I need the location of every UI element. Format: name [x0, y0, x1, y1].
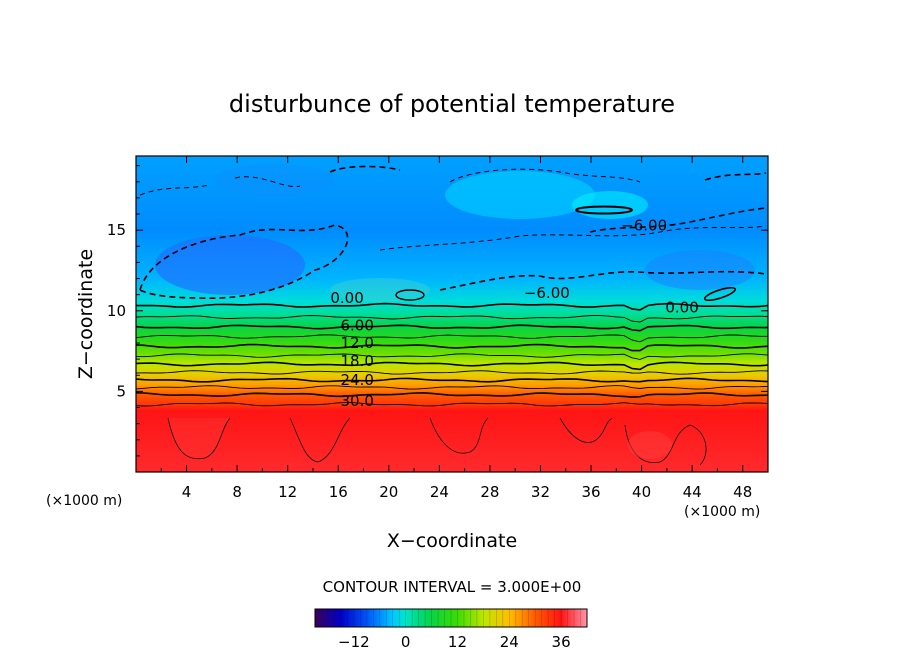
blob-top-left [215, 164, 335, 196]
contour-label: −6.00 [524, 284, 570, 302]
contour-low-5 [624, 424, 707, 466]
contour-closed-top [575, 205, 633, 215]
x-tick-label: 12 [278, 483, 297, 501]
x-tick-label: 40 [632, 483, 651, 501]
colorbar-fill [315, 609, 587, 627]
chart-title: disturbunce of potential temperature [229, 90, 675, 118]
contour-line [136, 343, 768, 352]
colorbar-ticks: −12 0 12 24 36 [338, 633, 571, 651]
contour-line [136, 370, 768, 375]
colorbar-segments [314, 609, 588, 627]
contour-line [136, 302, 768, 311]
contour-neg-six-center [439, 270, 767, 291]
x-tick-label: 44 [683, 483, 702, 501]
contour-line [136, 353, 768, 360]
contour-neg-top-left [139, 176, 301, 196]
x-unit-label: (×1000 m) [684, 504, 760, 520]
y-axis: 5 10 15 [107, 165, 768, 457]
blob-cyan-top [445, 171, 595, 219]
x-axis: 4 8 12 16 20 24 28 32 36 40 44 48 [160, 156, 752, 501]
blob-dark-left [155, 235, 305, 295]
x-tick-label: 32 [531, 483, 550, 501]
x-axis-label: X−coordinate [387, 530, 517, 552]
colorbar-tick-label: 36 [552, 633, 571, 651]
x-tick-label: 28 [480, 483, 499, 501]
plot-area: 30.0 24.018.012.06.00 0.00 −6.00 0.00 −6.00 [135, 155, 769, 473]
contour-interval-label: CONTOUR INTERVAL = 3.000E+00 [323, 578, 582, 596]
contour-low-1 [167, 417, 231, 460]
contour-closed-right [703, 286, 737, 302]
field-background [136, 156, 768, 472]
blob-red-left [168, 418, 230, 459]
y-tick-label: 10 [107, 302, 126, 320]
y-tick-label: 5 [116, 382, 126, 400]
y-tick-label: 15 [107, 221, 126, 239]
contour-label: 30.0 [340, 392, 373, 410]
x-tick-label: 8 [232, 483, 242, 501]
x-tick-label: 4 [182, 483, 192, 501]
contour-low-3 [429, 417, 489, 454]
contour-labels: 30.0 24.018.012.06.00 0.00 −6.00 0.00 −6.00 [330, 216, 698, 410]
colorbar-tick-label: 24 [500, 633, 519, 651]
contour-label: 24.0 [340, 371, 373, 389]
blob-red-right [628, 431, 672, 459]
contour-neg-left [139, 224, 349, 299]
blob-cyan-right [572, 191, 648, 219]
contour-neg-top-right [704, 172, 767, 181]
y-axis-label: Z−coordinate [75, 249, 97, 379]
contour-label: −6.00 [621, 216, 667, 234]
contour-line [136, 377, 768, 383]
x-tick-label: 20 [379, 483, 398, 501]
contour-low-2 [289, 417, 351, 463]
contour-line [136, 361, 768, 371]
contour-line [136, 392, 768, 398]
contour-line [136, 385, 768, 390]
blob-mid [330, 278, 430, 302]
contour-line [136, 402, 768, 407]
contour-label: 0.00 [330, 289, 363, 307]
contour-line [136, 315, 768, 323]
colorbar-tick-label: 12 [448, 633, 467, 651]
contour-neg-mid [379, 225, 767, 251]
contour-neg-top [329, 165, 401, 173]
contour-line [136, 334, 768, 343]
y-unit-label: (×1000 m) [46, 493, 122, 509]
contour-lines [136, 302, 768, 407]
x-tick-label: 36 [581, 483, 600, 501]
colorbar-tick-label: 0 [401, 633, 411, 651]
plot-frame [135, 155, 769, 473]
contour-line [136, 324, 768, 332]
colorbar-frame [314, 608, 588, 628]
contour-closed-mid [395, 289, 425, 301]
x-tick-label: 16 [329, 483, 348, 501]
colorbar-tick-label: −12 [338, 633, 370, 651]
contour-label: 0.00 [665, 299, 698, 317]
contour-label: 12.0 [340, 334, 373, 352]
contour-neg-six-right [589, 207, 767, 233]
contour-neg-top-center [449, 168, 641, 183]
field-features [139, 164, 767, 466]
blob-right [645, 250, 755, 290]
contour-label: 18.0 [340, 352, 373, 370]
x-tick-label: 24 [430, 483, 449, 501]
x-tick-label: 48 [733, 483, 752, 501]
colorbar: −12 0 12 24 36 [314, 608, 588, 651]
contour-label: 6.00 [340, 316, 373, 334]
contour-low-4 [559, 417, 613, 443]
